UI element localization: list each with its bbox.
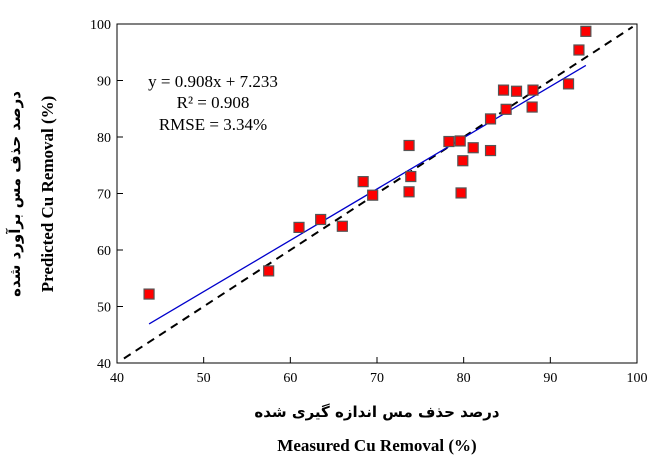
data-point	[454, 135, 466, 147]
x-axis-label-persian: درصد حذف مس اندازه گیری شده	[254, 403, 500, 421]
data-point	[443, 135, 455, 148]
data-point	[527, 84, 539, 96]
y-tick-label: 100	[90, 18, 111, 33]
x-axis-label: Measured Cu Removal (%)	[277, 436, 476, 455]
data-point	[573, 44, 585, 56]
data-point	[457, 155, 469, 167]
x-tick-label: 100	[627, 371, 648, 386]
data-point	[403, 186, 415, 198]
x-axis-ticks: 40 50 60 70 80 90 100	[110, 357, 648, 386]
x-tick-label: 60	[283, 371, 297, 386]
rmse-annotation: RMSE = 3.34%	[159, 115, 267, 134]
r-squared-annotation: R² = 0.908	[177, 93, 250, 112]
y-axis-label-persian: درصد حذف مس برآورد شده	[6, 91, 24, 297]
data-point	[484, 113, 497, 125]
data-point	[580, 25, 592, 37]
x-tick-label: 40	[110, 371, 124, 386]
data-point	[526, 101, 538, 113]
y-axis-ticks: 40 50 60 70 80 90 100	[90, 18, 123, 372]
y-axis-label: Predicted Cu Removal (%)	[38, 96, 57, 293]
y-tick-label: 80	[97, 131, 111, 146]
data-point	[510, 85, 523, 97]
y-tick-label: 60	[97, 244, 111, 259]
x-tick-label: 80	[457, 371, 471, 386]
data-point	[455, 187, 467, 199]
data-point	[500, 103, 512, 115]
data-point	[405, 170, 417, 183]
data-point	[367, 189, 379, 201]
data-point	[357, 176, 369, 188]
data-point	[315, 213, 327, 226]
data-point	[562, 78, 575, 90]
identity-line	[123, 25, 634, 360]
y-tick-label: 90	[97, 75, 111, 90]
data-point	[263, 265, 275, 277]
data-point	[403, 139, 415, 152]
y-tick-label: 40	[97, 357, 111, 372]
data-point	[484, 144, 497, 157]
y-tick-label: 70	[97, 188, 111, 203]
x-tick-label: 70	[370, 371, 384, 386]
equation-annotation: y = 0.908x + 7.233	[148, 72, 278, 91]
data-point	[497, 84, 510, 96]
x-tick-label: 50	[197, 371, 211, 386]
data-point	[467, 142, 479, 154]
y-tick-label: 50	[97, 301, 111, 316]
data-point	[143, 288, 155, 300]
data-point	[336, 220, 348, 232]
data-point	[293, 221, 305, 233]
x-tick-label: 90	[543, 371, 557, 386]
data-points	[143, 25, 592, 300]
